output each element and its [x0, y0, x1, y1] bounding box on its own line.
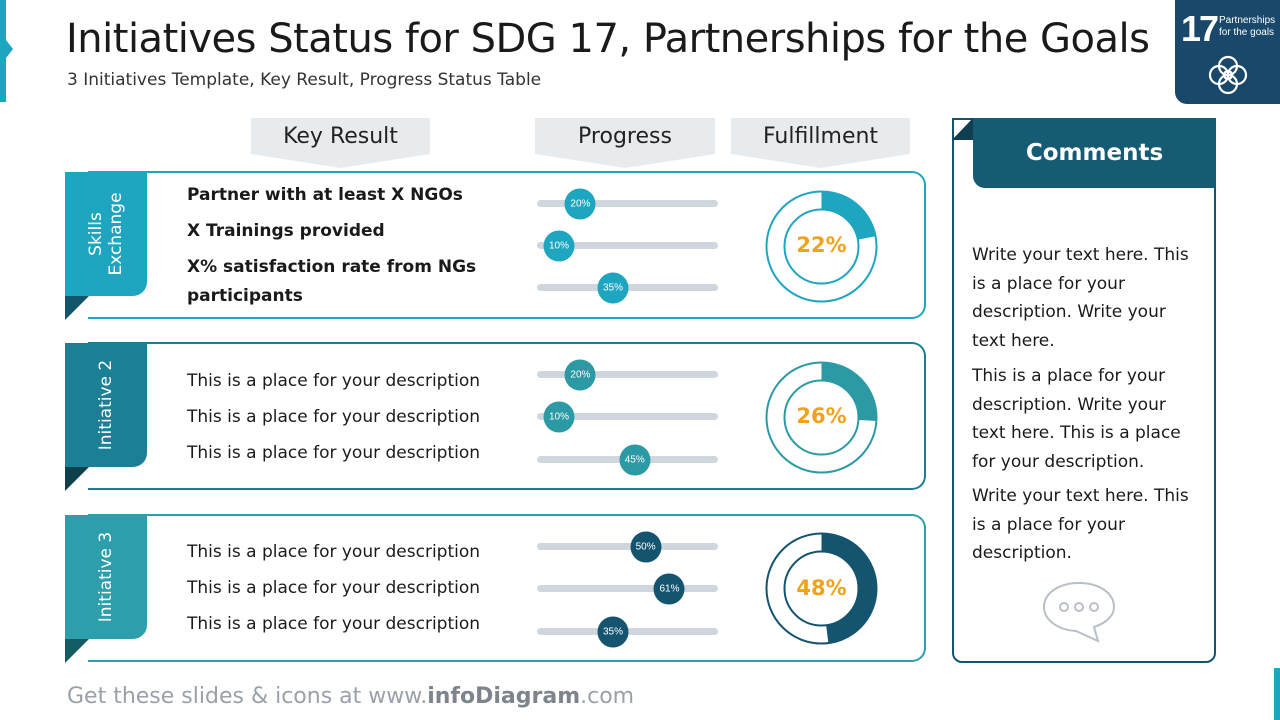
progress-knob-3-3: 35% [597, 616, 629, 648]
fulfillment-donut-2 [765, 361, 878, 474]
progress-track-2-2 [537, 413, 718, 420]
fulfillment-arc-3 [821, 533, 877, 644]
flower-rings-icon [1208, 55, 1248, 95]
key-result-1-1: Partner with at least X NGOs [187, 185, 463, 205]
initiative-tab-1: Skills Exchange [65, 172, 147, 296]
comments-panel [952, 118, 1216, 663]
progress-knob-3-1: 50% [630, 531, 662, 563]
page-title: Initiatives Status for SDG 17, Partnersh… [66, 16, 1150, 62]
progress-knob-1-3: 35% [597, 272, 629, 304]
comment-paragraph-3: Write your text here. This is a place fo… [972, 486, 1189, 563]
column-header-key-result: Key Result [251, 118, 430, 168]
fulfillment-arc-1 [821, 191, 876, 240]
progress-track-2-1 [537, 371, 718, 378]
left-accent-bar [0, 0, 6, 102]
page-subtitle: 3 Initiatives Template, Key Result, Prog… [67, 70, 542, 90]
fulfillment-donut-1 [765, 190, 878, 303]
key-result-3-2: This is a place for your description [187, 578, 481, 598]
progress-knob-1-1: 20% [564, 188, 596, 220]
footer-prefix: Get these slides & icons at www. [67, 684, 428, 709]
fulfillment-value-2: 26% [796, 404, 847, 428]
tab-fold-2 [65, 467, 89, 491]
comments-title: Comments [973, 118, 1216, 188]
initiative-tab-2: Initiative 2 [65, 343, 147, 467]
tab-fold-1 [65, 296, 89, 320]
key-result-1-3: X% satisfaction rate from NGs [187, 257, 477, 277]
sdg-badge: 17 Partnerships for the goals [1175, 0, 1280, 104]
progress-knob-3-2: 61% [653, 573, 685, 605]
progress-knob-2-3: 45% [619, 444, 651, 476]
fulfillment-value-1: 22% [796, 233, 847, 257]
key-result-3-1: This is a place for your description [187, 542, 481, 562]
speech-bubble-icon [1042, 581, 1116, 643]
progress-track-3-1 [537, 543, 718, 550]
initiative-name-1-line-1: Skills [86, 212, 106, 256]
initiative-name-1: Skills Exchange [86, 192, 126, 275]
comments-fold [952, 118, 973, 140]
key-result-3-3: This is a place for your description [187, 614, 481, 634]
footer-suffix: .com [580, 684, 635, 709]
sdg-label: Partnerships for the goals [1219, 15, 1276, 38]
tab-fold-3 [65, 639, 89, 663]
comment-paragraph-1: Write your text here. This is a place fo… [972, 245, 1189, 351]
initiative-name-3: Initiative 3 [96, 531, 116, 623]
fulfillment-donut-3 [765, 532, 878, 645]
left-accent-arrow [6, 40, 13, 58]
footer-credit[interactable]: Get these slides & icons at www.infoDiag… [67, 684, 634, 709]
column-header-progress: Progress [535, 118, 715, 168]
key-result-2-1: This is a place for your description [187, 371, 481, 391]
progress-track-3-2 [537, 585, 718, 592]
progress-knob-2-1: 20% [564, 359, 596, 391]
comment-paragraph-2: This is a place for your description. Wr… [972, 366, 1181, 472]
initiative-name-1-line-2: Exchange [106, 192, 126, 276]
sdg-number: 17 [1181, 8, 1219, 49]
fulfillment-value-3: 48% [796, 576, 847, 600]
key-result-1-2: X Trainings provided [187, 221, 385, 241]
progress-track-1-2 [537, 242, 718, 249]
column-header-fulfillment: Fulfillment [731, 118, 910, 168]
key-result-1-3-cont: participants [187, 286, 303, 306]
footer-accent-bar [1274, 668, 1280, 720]
progress-knob-1-2: 10% [543, 230, 575, 262]
progress-knob-2-2: 10% [543, 401, 575, 433]
footer-brand: infoDiagram [427, 684, 581, 709]
initiative-name-2: Initiative 2 [96, 359, 116, 451]
key-result-2-2: This is a place for your description [187, 407, 481, 427]
progress-track-1-1 [537, 200, 718, 207]
initiative-tab-3: Initiative 3 [65, 515, 147, 639]
key-result-2-3: This is a place for your description [187, 443, 481, 463]
